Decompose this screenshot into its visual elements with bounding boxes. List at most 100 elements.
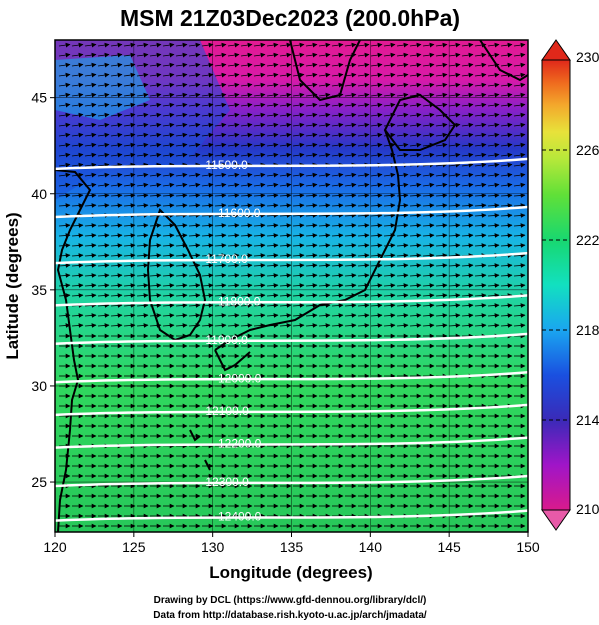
- wind-vector: [136, 243, 149, 248]
- wind-vector: [97, 62, 110, 68]
- wind-vector: [305, 62, 318, 68]
- wind-vector: [58, 203, 71, 208]
- wind-vector: [396, 102, 409, 108]
- wind-vector: [214, 132, 227, 138]
- wind-vector: [162, 182, 175, 188]
- wind-vector: [58, 152, 71, 158]
- wind-vector: [474, 132, 487, 138]
- wind-vector: [331, 122, 344, 128]
- wind-vector: [422, 142, 435, 148]
- wind-vector: [513, 42, 526, 48]
- wind-vector: [123, 253, 136, 258]
- colorbar-tick-label: 210: [576, 501, 599, 517]
- wind-vector: [175, 172, 188, 178]
- wind-vector: [370, 112, 383, 118]
- wind-vector: [136, 142, 149, 148]
- wind-vector: [357, 213, 370, 218]
- wind-vector: [58, 132, 71, 138]
- wind-vector: [110, 233, 123, 238]
- wind-vector: [409, 52, 422, 58]
- wind-vector: [448, 112, 461, 118]
- wind-vector: [409, 62, 422, 68]
- wind-vector: [188, 112, 201, 118]
- wind-vector: [188, 132, 201, 138]
- wind-vector: [136, 253, 149, 258]
- wind-vector: [500, 152, 513, 158]
- wind-vector: [448, 203, 461, 208]
- wind-vector: [461, 182, 474, 188]
- wind-vector: [175, 253, 188, 258]
- wind-vector: [461, 223, 474, 228]
- wind-vector: [136, 203, 149, 208]
- wind-vector: [487, 243, 500, 248]
- wind-vector: [500, 172, 513, 178]
- wind-vector: [214, 223, 227, 228]
- wind-vector: [97, 203, 110, 208]
- wind-vector: [110, 102, 123, 108]
- wind-vector: [331, 52, 344, 58]
- wind-vector: [487, 62, 500, 68]
- wind-vector: [370, 172, 383, 178]
- wind-vector: [461, 132, 474, 138]
- wind-vector: [331, 42, 344, 48]
- wind-vector: [149, 203, 162, 208]
- wind-vector: [474, 203, 487, 208]
- wind-vector: [214, 193, 227, 198]
- wind-vector: [487, 182, 500, 188]
- wind-vector: [370, 92, 383, 98]
- wind-vector: [435, 152, 448, 158]
- wind-vector: [123, 102, 136, 108]
- wind-vector: [279, 253, 292, 258]
- contour-label: 11600.0: [218, 206, 261, 220]
- wind-vector: [71, 172, 84, 178]
- wind-vector: [474, 172, 487, 178]
- wind-vector: [253, 42, 266, 48]
- wind-vector: [305, 203, 318, 208]
- wind-vector: [97, 82, 110, 88]
- wind-vector: [331, 92, 344, 98]
- wind-vector: [227, 112, 240, 118]
- wind-vector: [396, 122, 409, 128]
- wind-vector: [383, 142, 396, 148]
- colorbar-bar: [541, 59, 571, 511]
- wind-vector: [396, 112, 409, 118]
- wind-vector: [227, 223, 240, 228]
- wind-vector: [162, 193, 175, 198]
- wind-vector: [175, 243, 188, 248]
- wind-vector: [175, 52, 188, 58]
- wind-vector: [201, 112, 214, 118]
- wind-vector: [422, 132, 435, 138]
- wind-vector: [188, 223, 201, 228]
- wind-vector: [227, 52, 240, 58]
- wind-vector: [370, 203, 383, 208]
- wind-vector: [123, 243, 136, 248]
- wind-vector: [110, 243, 123, 248]
- wind-vector: [201, 213, 214, 218]
- wind-vector: [110, 152, 123, 158]
- wind-vector: [422, 72, 435, 78]
- wind-vector: [123, 62, 136, 68]
- y-tick-label: 35: [31, 282, 47, 298]
- wind-vector: [227, 152, 240, 158]
- wind-vector: [227, 253, 240, 258]
- colorbar-tick-label: 226: [576, 142, 599, 158]
- wind-vector: [370, 82, 383, 88]
- wind-vector: [188, 62, 201, 68]
- wind-vector: [84, 243, 97, 248]
- wind-vector: [331, 182, 344, 188]
- wind-vector: [240, 223, 253, 228]
- wind-vector: [84, 233, 97, 238]
- wind-vector: [513, 82, 526, 88]
- wind-vector: [422, 213, 435, 218]
- wind-vector: [97, 92, 110, 98]
- wind-vector: [292, 213, 305, 218]
- wind-vector: [110, 82, 123, 88]
- wind-vector: [149, 233, 162, 238]
- wind-vector: [305, 172, 318, 178]
- wind-vector: [474, 152, 487, 158]
- wind-vector: [227, 233, 240, 238]
- wind-vector: [318, 193, 331, 198]
- wind-vector: [487, 142, 500, 148]
- wind-vector: [331, 62, 344, 68]
- wind-vector: [227, 132, 240, 138]
